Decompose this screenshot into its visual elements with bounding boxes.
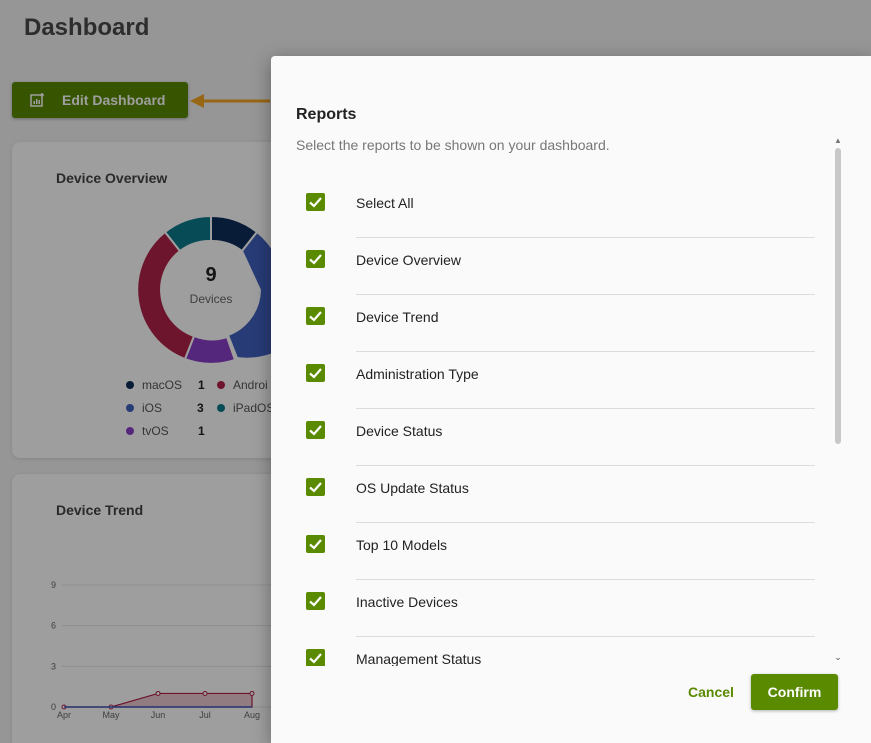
series-point	[249, 690, 255, 696]
report-item[interactable]: Administration Type	[271, 352, 831, 409]
report-checkbox[interactable]	[306, 250, 325, 268]
report-item-label: Administration Type	[356, 366, 479, 382]
row-divider	[356, 465, 815, 466]
legend-dot	[126, 427, 134, 435]
y-tick-label: 3	[51, 661, 56, 671]
legend-dot	[217, 381, 225, 389]
x-tick-label: May	[102, 710, 120, 720]
legend-count: 1	[198, 378, 205, 392]
x-tick-label: Jun	[151, 710, 166, 720]
legend-dot	[126, 381, 134, 389]
scroll-down-icon[interactable]: ⌄	[834, 652, 842, 662]
row-divider	[356, 351, 815, 352]
report-item-label: Management Status	[356, 651, 482, 666]
x-tick-label: Apr	[57, 710, 71, 720]
legend-label: macOS	[142, 378, 183, 392]
device-total-label: Devices	[189, 292, 233, 306]
legend-item-android: Androi	[217, 378, 268, 392]
report-item[interactable]: Top 10 Models	[271, 523, 831, 580]
check-icon	[309, 368, 322, 379]
series-point	[155, 690, 161, 696]
check-icon	[309, 482, 322, 493]
legend-item-macos: macOS	[126, 378, 182, 392]
legend-label: iOS	[142, 401, 163, 415]
check-icon	[309, 539, 322, 550]
legend-count: 3	[197, 401, 204, 415]
series-point	[202, 690, 208, 696]
row-divider	[356, 294, 815, 295]
legend-count: 1	[198, 424, 205, 438]
donut-slice-ipados	[163, 214, 212, 253]
confirm-button[interactable]: Confirm	[751, 674, 838, 710]
report-checkbox[interactable]	[306, 478, 325, 496]
row-divider	[356, 237, 815, 238]
legend-label: tvOS	[142, 424, 169, 438]
edit-dashboard-label: Edit Dashboard	[62, 92, 166, 108]
report-item[interactable]: Inactive Devices	[271, 580, 831, 637]
device-donut-chart	[137, 214, 287, 364]
report-checkbox[interactable]	[306, 535, 325, 553]
report-item[interactable]: OS Update Status	[271, 466, 831, 523]
report-checkbox[interactable]	[306, 193, 325, 211]
arrow-pointer-icon	[190, 94, 270, 108]
scrollbar-thumb[interactable]	[835, 148, 841, 444]
modal-title: Reports	[296, 106, 357, 123]
edit-dashboard-button[interactable]: Edit Dashboard	[12, 82, 188, 118]
device-trend-card: Device Trend 9 6 3 0 Apr May Jun Jul Aug	[12, 474, 312, 743]
check-icon	[309, 197, 322, 208]
report-item-label: Inactive Devices	[356, 594, 458, 610]
legend-label: Androi	[233, 378, 268, 392]
scroll-up-icon[interactable]: ▲	[834, 136, 842, 145]
legend-label: iPadOS	[233, 401, 275, 415]
chart-edit-icon	[30, 92, 46, 108]
reports-modal: Reports Select the reports to be shown o…	[271, 56, 871, 743]
check-icon	[309, 311, 322, 322]
modal-subtitle: Select the reports to be shown on your d…	[296, 137, 610, 153]
row-divider	[356, 579, 815, 580]
report-item-label: OS Update Status	[356, 480, 469, 496]
report-item-label: Device Status	[356, 423, 443, 439]
cancel-button[interactable]: Cancel	[688, 684, 734, 700]
x-tick-label: Jul	[199, 710, 211, 720]
check-icon	[309, 425, 322, 436]
report-item[interactable]: Device Trend	[271, 295, 831, 352]
device-trend-title: Device Trend	[56, 502, 144, 518]
device-total: 9	[205, 264, 217, 286]
report-checkbox[interactable]	[306, 649, 325, 666]
legend-dot	[217, 404, 225, 412]
legend-item-ipados: iPadOS	[217, 401, 274, 415]
y-tick-label: 0	[51, 702, 56, 712]
x-tick-label: Aug	[244, 710, 260, 720]
report-item-label: Top 10 Models	[356, 537, 448, 553]
report-item[interactable]: Management Status	[271, 637, 831, 666]
report-item-label: Select All	[356, 195, 414, 211]
row-divider	[356, 522, 815, 523]
report-item[interactable]: Select All	[271, 181, 831, 238]
report-checkbox[interactable]	[306, 421, 325, 439]
legend-dot	[126, 404, 134, 412]
legend-item-ios: iOS	[126, 401, 162, 415]
device-overview-card: Device Overview 9 Devices macOS 1 Androi	[12, 142, 312, 458]
check-icon	[309, 653, 322, 664]
device-overview-title: Device Overview	[56, 170, 168, 186]
row-divider	[356, 636, 815, 637]
check-icon	[309, 254, 322, 265]
row-divider	[356, 408, 815, 409]
reports-list: Select All Device Overview Device Trend Adm…	[271, 181, 831, 666]
page-title: Dashboard	[24, 14, 150, 41]
y-tick-label: 9	[51, 580, 56, 590]
legend-item-tvos: tvOS	[126, 424, 169, 438]
report-item-label: Device Overview	[356, 252, 462, 268]
report-checkbox[interactable]	[306, 592, 325, 610]
check-icon	[309, 596, 322, 607]
report-item-label: Device Trend	[356, 309, 439, 325]
report-checkbox[interactable]	[306, 364, 325, 382]
y-tick-label: 6	[51, 621, 56, 631]
report-checkbox[interactable]	[306, 307, 325, 325]
report-item[interactable]: Device Status	[271, 409, 831, 466]
report-item[interactable]: Device Overview	[271, 238, 831, 295]
